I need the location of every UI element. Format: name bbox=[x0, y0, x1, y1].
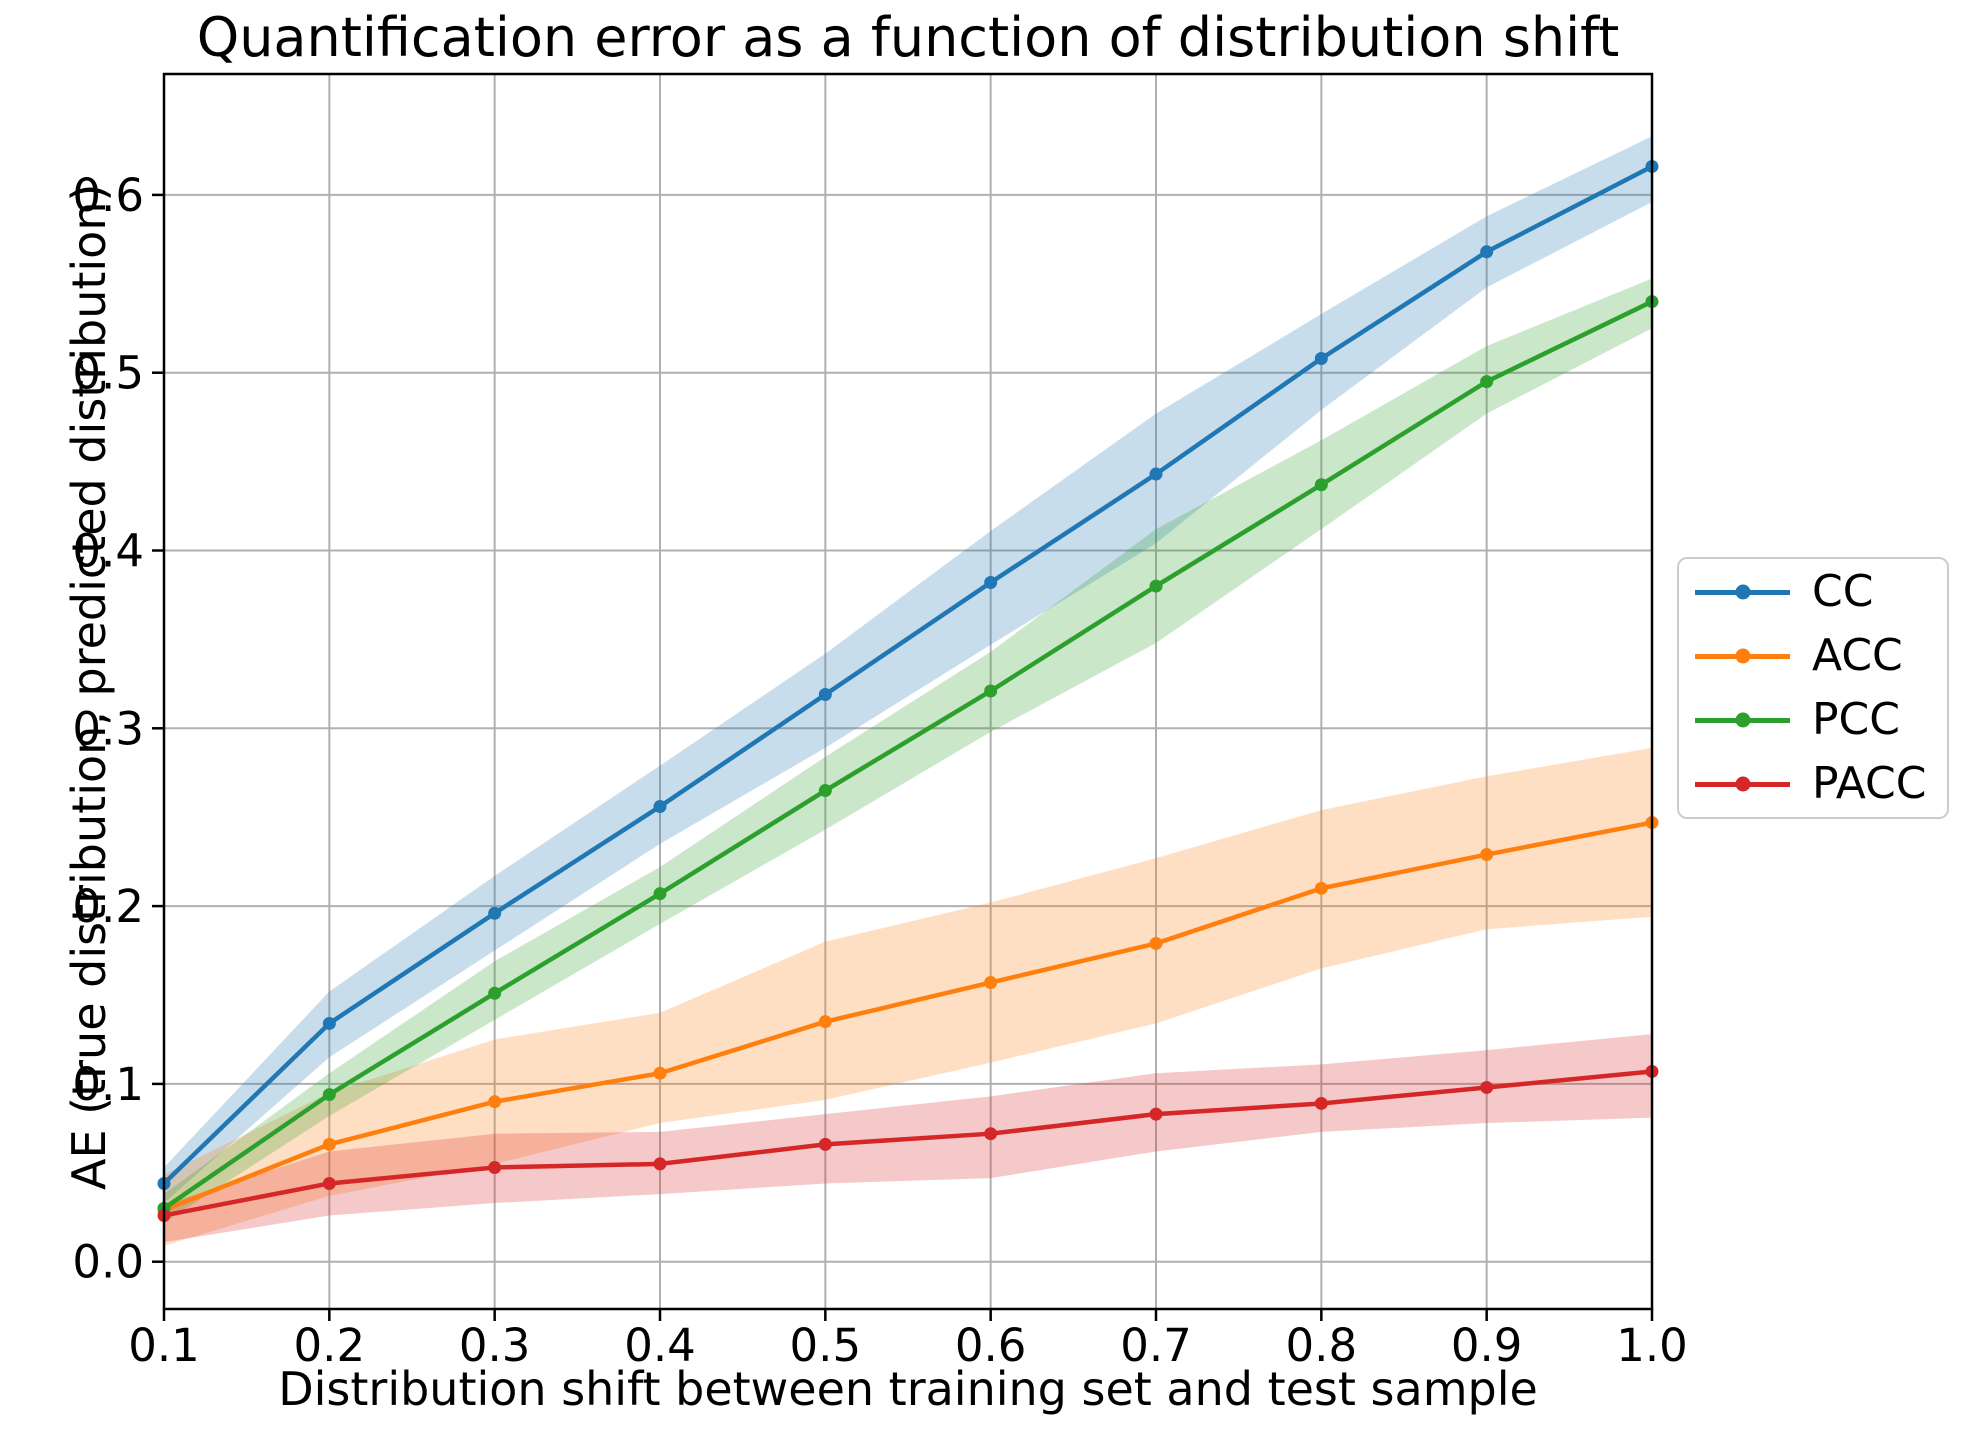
legend-marker-dot bbox=[1735, 712, 1750, 728]
data-point-ACC bbox=[488, 1095, 502, 1109]
data-point-PCC bbox=[488, 986, 502, 1000]
series-line-PCC bbox=[161, 299, 1655, 1211]
y-tick-label: 0.5 bbox=[72, 347, 144, 400]
data-point-PACC bbox=[653, 1157, 667, 1171]
data-point-PACC bbox=[322, 1176, 336, 1190]
x-tick-label: 0.7 bbox=[1120, 1319, 1192, 1372]
legend-line-sample bbox=[1695, 584, 1790, 600]
data-point-PACC bbox=[818, 1137, 832, 1151]
x-tick-label: 0.8 bbox=[1286, 1319, 1358, 1372]
data-point-CC bbox=[1480, 245, 1494, 259]
confidence-band-CC bbox=[164, 136, 1652, 1204]
data-point-CC bbox=[1314, 351, 1328, 365]
y-tick-label: 0.4 bbox=[72, 525, 144, 578]
series-line-ACC bbox=[161, 820, 1655, 1213]
data-point-CC bbox=[488, 906, 502, 920]
data-point-CC bbox=[818, 688, 832, 702]
data-point-ACC bbox=[653, 1066, 667, 1080]
legend-marker-dot bbox=[1735, 584, 1750, 600]
data-point-PCC bbox=[984, 684, 998, 698]
data-point-ACC bbox=[984, 976, 998, 990]
y-tick-label: 0.2 bbox=[72, 880, 144, 933]
legend-item-PCC: PCC bbox=[1679, 698, 1947, 742]
legend-line-sample bbox=[1695, 648, 1790, 664]
legend-item-ACC: ACC bbox=[1679, 634, 1947, 678]
data-point-PACC bbox=[984, 1127, 998, 1141]
data-point-ACC bbox=[818, 1015, 832, 1029]
data-point-CC bbox=[322, 1016, 336, 1030]
chart-title: Quantification error as a function of di… bbox=[196, 6, 1620, 69]
data-point-PCC bbox=[1149, 579, 1163, 593]
y-tick-label: 0.6 bbox=[72, 169, 144, 222]
data-point-CC bbox=[984, 576, 998, 590]
legend-marker-dot bbox=[1735, 776, 1750, 792]
legend-label: PACC bbox=[1812, 758, 1927, 809]
legend-line-sample bbox=[1695, 712, 1790, 728]
legend-label: ACC bbox=[1812, 630, 1903, 681]
plot-border bbox=[162, 72, 1654, 1311]
data-point-ACC bbox=[1314, 881, 1328, 895]
x-tick-label: 0.2 bbox=[294, 1319, 366, 1372]
confidence-band-PCC bbox=[164, 278, 1652, 1223]
y-tick-label: 0.1 bbox=[72, 1058, 144, 1111]
legend-item-CC: CC bbox=[1679, 570, 1947, 614]
data-point-PACC bbox=[1480, 1080, 1494, 1094]
legend-line-sample bbox=[1695, 776, 1790, 792]
legend-label: PCC bbox=[1812, 694, 1900, 745]
confidence-band-ACC bbox=[164, 747, 1652, 1246]
legend-item-PACC: PACC bbox=[1679, 762, 1947, 806]
data-point-PCC bbox=[322, 1088, 336, 1102]
data-point-ACC bbox=[1480, 848, 1494, 862]
x-tick-label: 1.0 bbox=[1616, 1319, 1688, 1372]
data-point-PACC bbox=[1149, 1107, 1163, 1121]
data-point-PCC bbox=[1314, 478, 1328, 492]
x-tick-label: 0.4 bbox=[624, 1319, 696, 1372]
x-axis-label: Distribution shift between training set … bbox=[278, 1362, 1538, 1416]
x-tick-label: 0.6 bbox=[955, 1319, 1027, 1372]
x-tick-label: 0.3 bbox=[459, 1319, 531, 1372]
data-point-PCC bbox=[818, 784, 832, 798]
y-tick-label: 0.3 bbox=[72, 702, 144, 755]
legend: CC ACC PCC PACC bbox=[1677, 557, 1949, 819]
data-point-CC bbox=[1149, 467, 1163, 481]
data-point-CC bbox=[653, 800, 667, 814]
data-point-PCC bbox=[1480, 375, 1494, 389]
legend-marker-dot bbox=[1735, 648, 1750, 664]
y-tick-label: 0.0 bbox=[72, 1236, 144, 1289]
series-line-PACC bbox=[161, 1069, 1655, 1218]
data-point-PCC bbox=[653, 887, 667, 901]
series-line-CC bbox=[161, 164, 1655, 1186]
data-point-PACC bbox=[488, 1160, 502, 1174]
data-point-ACC bbox=[1149, 936, 1163, 950]
x-tick-label: 0.5 bbox=[790, 1319, 862, 1372]
data-point-PACC bbox=[1314, 1096, 1328, 1110]
data-point-ACC bbox=[322, 1137, 336, 1151]
legend-label: CC bbox=[1812, 566, 1874, 617]
x-tick-label: 0.1 bbox=[128, 1319, 200, 1372]
x-tick-label: 0.9 bbox=[1451, 1319, 1523, 1372]
